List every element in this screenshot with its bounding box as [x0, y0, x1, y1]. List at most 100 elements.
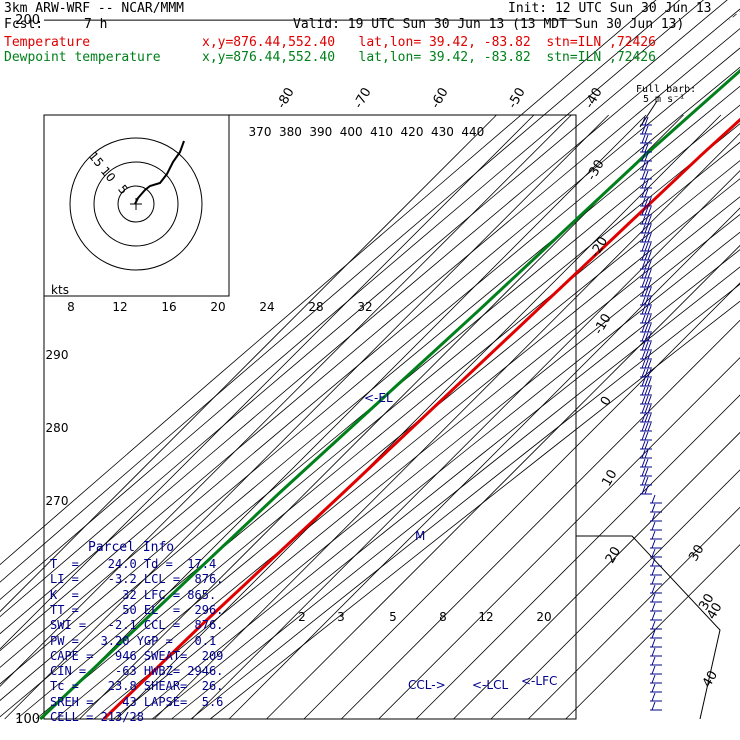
- hodograph-ring: [69, 137, 203, 271]
- wind-barb-flag: [644, 350, 649, 360]
- wind-barb-flag: [641, 458, 646, 468]
- wind-barb-flag: [647, 278, 652, 288]
- wind-barb-flag: [651, 557, 656, 567]
- model-title: 3km ARW-WRF -- NCAR/MMM: [4, 1, 185, 16]
- wind-barb-flag: [641, 125, 646, 135]
- pressure-label: 200: [15, 13, 40, 28]
- isotherm-label: -20: [588, 234, 612, 260]
- wind-barb-flag: [644, 476, 649, 486]
- wind-barb-flag: [641, 296, 646, 306]
- mixing-ratio-label: 12: [478, 610, 493, 624]
- theta-label: 440: [461, 125, 484, 139]
- isotherm-label: -80: [274, 85, 298, 111]
- temperature-line: [102, 117, 740, 721]
- wind-barb-flag: [644, 206, 649, 216]
- lcl-label: <-LCL: [472, 678, 508, 692]
- mixing-ratio-label: 5: [389, 610, 397, 624]
- wind-barb-flag: [647, 296, 652, 306]
- wind-barb-flag: [641, 422, 646, 432]
- hodograph-trace: [134, 140, 185, 205]
- wind-barb-flag: [641, 386, 646, 396]
- parcel-info-row: SREH = 43 LAPSE= 5.6: [50, 694, 224, 709]
- wind-barb-flag: [644, 449, 649, 459]
- wind-barb-flag: [641, 287, 646, 297]
- hodo-speed-label: 20: [210, 300, 225, 314]
- hodograph-ring: [93, 161, 179, 247]
- isotherm-label: 30: [696, 591, 717, 613]
- parcel-info-row: T = 24.0 Td = 17.4: [50, 557, 217, 571]
- wind-barb-flag: [641, 242, 646, 252]
- mixing-ratio-label: 3: [337, 610, 345, 624]
- isotherm-label: 0: [598, 394, 615, 409]
- parcel-info-panel: Parcel Info T = 24.0 Td = 17.4 LI = -3.2 …: [44, 537, 244, 727]
- isotherm: [266, 244, 740, 720]
- wind-barb-flag: [644, 143, 649, 153]
- wind-barb-flag: [651, 620, 656, 630]
- el-label: <-EL: [364, 391, 393, 405]
- wind-barb-flag: [647, 287, 652, 297]
- isotherm: [191, 170, 740, 720]
- wind-barb-flag: [641, 269, 646, 279]
- valid-time: Valid: 19 UTC Sun 30 Jun 13 (13 MDT Sun …: [293, 17, 685, 32]
- wind-barb-flag: [644, 188, 649, 198]
- isotherm: [341, 319, 740, 720]
- parcel-info-row: CELL = 213/28: [50, 710, 144, 724]
- wind-barb-flag: [641, 161, 646, 171]
- wind-barb-flag: [641, 413, 646, 423]
- wind-barb-flag: [641, 404, 646, 414]
- wind-barb-flag: [641, 359, 646, 369]
- theta-label: 370: [249, 125, 272, 139]
- wind-barbs: [639, 100, 662, 711]
- parcel-info-row: K = 32 LFC = 865.: [50, 587, 217, 602]
- isotherm: [0, 114, 497, 613]
- wind-barb-flag: [641, 251, 646, 261]
- wind-barb-flag: [644, 359, 649, 369]
- isotherm: [228, 207, 740, 720]
- wind-barb-flag: [651, 701, 656, 711]
- fcst-value: 7 h: [84, 17, 108, 32]
- wind-barb-flag: [651, 602, 656, 612]
- isotherm: [415, 394, 740, 720]
- hodo-speed-label: 16: [161, 300, 176, 314]
- wind-barb-flag: [647, 224, 652, 234]
- wind-barb-flag: [644, 215, 649, 225]
- wind-barb-flag: [641, 314, 646, 324]
- wind-barb-flag: [647, 233, 652, 243]
- wind-barb-flag: [644, 179, 649, 189]
- isotherm-label: 10: [599, 467, 620, 489]
- temp-location: x,y=876.44,552.40 lat,lon= 39.42, -83.82…: [202, 35, 656, 50]
- hodo-speed-label: 28: [308, 300, 323, 314]
- wind-barb-flag: [651, 638, 656, 648]
- wind-barb-flag: [644, 278, 649, 288]
- wind-barb-flag: [651, 656, 656, 666]
- plot-extension: [576, 535, 721, 720]
- wind-barb-flag: [647, 314, 652, 324]
- wind-barb-flag: [641, 476, 646, 486]
- fcst-label: Fcst:: [4, 17, 44, 32]
- wind-barb-flag: [651, 611, 656, 621]
- parcel-info-title: Parcel Info: [88, 540, 175, 555]
- wind-barb-flag: [644, 161, 649, 171]
- ccl-label: CCL->: [408, 678, 446, 692]
- wind-barb-flag: [641, 260, 646, 270]
- isotherm: [528, 506, 740, 720]
- sounding-lines: [39, 68, 740, 721]
- wind-barb-flag: [641, 341, 646, 351]
- wind-barb-flag: [641, 206, 646, 216]
- mixing-ratio-label: 20: [536, 610, 551, 624]
- wind-barb-flag: [641, 215, 646, 225]
- wind-barb-flag: [644, 296, 649, 306]
- wind-barb-flag: [644, 152, 649, 162]
- wind-barb-flag: [651, 683, 656, 693]
- wind-barb-flag: [641, 152, 646, 162]
- wind-barb-flag: [647, 242, 652, 252]
- wind-barb-flag: [641, 188, 646, 198]
- pressure-label: 100: [15, 712, 40, 727]
- wind-barb-flag: [641, 467, 646, 477]
- isotherm-label: 30: [686, 542, 707, 564]
- wind-barb-flag: [644, 413, 649, 423]
- isotherm: [565, 544, 740, 720]
- wind-barb-flag: [647, 251, 652, 261]
- isotherm-label: 40: [704, 600, 725, 622]
